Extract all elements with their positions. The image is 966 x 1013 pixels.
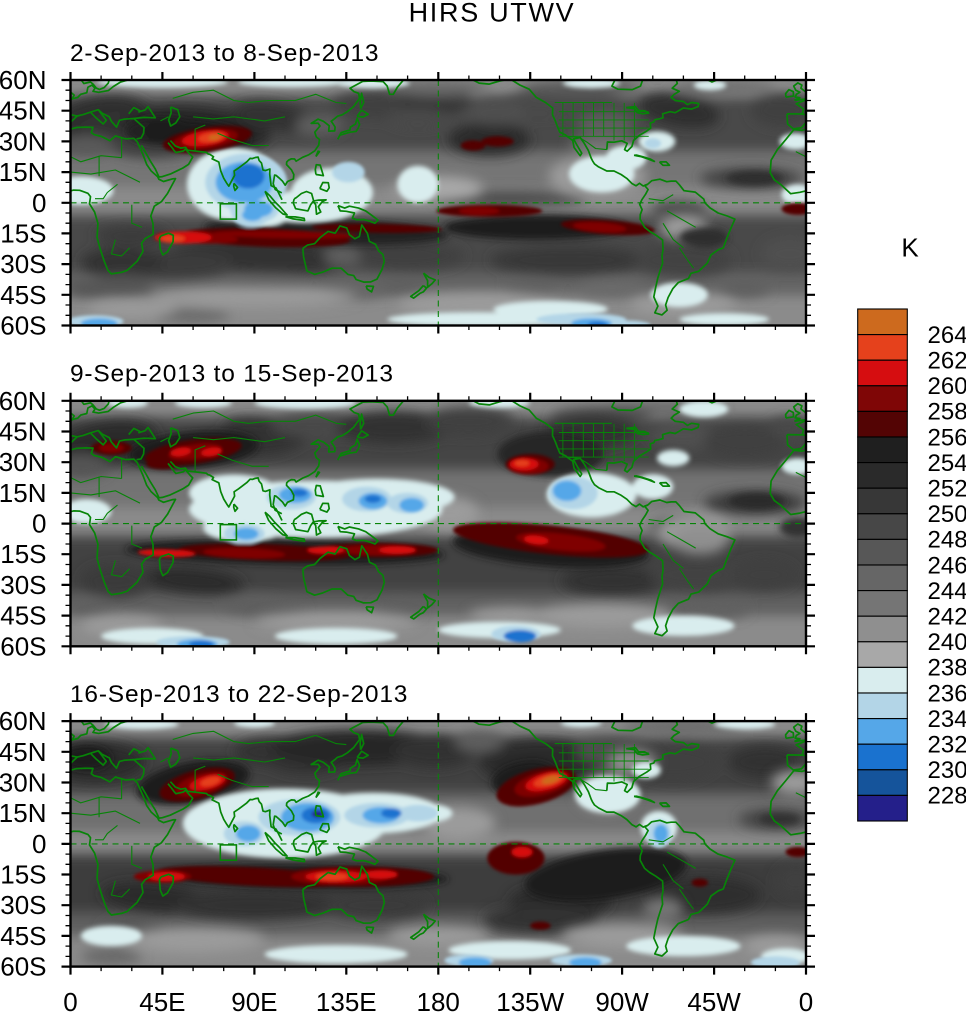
svg-text:2-Sep-2013 to 8-Sep-2013: 2-Sep-2013 to 8-Sep-2013: [70, 40, 379, 67]
svg-text:15N: 15N: [0, 157, 47, 187]
svg-text:135E: 135E: [316, 987, 377, 1013]
svg-text:0: 0: [32, 829, 46, 859]
svg-text:248: 248: [928, 527, 966, 554]
svg-text:180: 180: [417, 987, 460, 1013]
svg-text:228: 228: [928, 783, 966, 810]
svg-text:45S: 45S: [0, 280, 46, 310]
svg-text:0: 0: [32, 188, 46, 218]
svg-text:254: 254: [928, 450, 966, 477]
svg-text:45N: 45N: [0, 96, 47, 126]
svg-text:60N: 60N: [0, 65, 47, 95]
svg-text:16-Sep-2013 to 22-Sep-2013: 16-Sep-2013 to 22-Sep-2013: [70, 681, 408, 708]
svg-text:15N: 15N: [0, 798, 47, 828]
svg-text:0: 0: [799, 987, 813, 1013]
svg-text:45E: 45E: [139, 987, 185, 1013]
svg-text:45W: 45W: [687, 987, 741, 1013]
svg-text:45N: 45N: [0, 737, 47, 767]
svg-text:90W: 90W: [595, 987, 649, 1013]
svg-text:240: 240: [928, 629, 966, 656]
svg-text:15S: 15S: [0, 860, 46, 890]
svg-text:45S: 45S: [0, 601, 46, 631]
svg-text:K: K: [901, 233, 919, 263]
svg-text:15S: 15S: [0, 539, 46, 569]
svg-text:0: 0: [32, 509, 46, 539]
svg-text:256: 256: [928, 424, 966, 451]
svg-text:90E: 90E: [231, 987, 277, 1013]
svg-text:60S: 60S: [0, 952, 46, 982]
svg-text:250: 250: [928, 501, 966, 528]
svg-text:262: 262: [928, 348, 966, 375]
svg-text:30S: 30S: [0, 890, 46, 920]
svg-text:0: 0: [63, 987, 77, 1013]
svg-text:30S: 30S: [0, 570, 46, 600]
svg-text:242: 242: [928, 604, 966, 631]
svg-text:60N: 60N: [0, 386, 47, 416]
svg-text:60S: 60S: [0, 631, 46, 661]
svg-text:30N: 30N: [0, 126, 47, 156]
svg-text:15N: 15N: [0, 478, 47, 508]
svg-text:60S: 60S: [0, 311, 46, 341]
svg-text:232: 232: [928, 732, 966, 759]
svg-text:30N: 30N: [0, 768, 47, 798]
svg-text:246: 246: [928, 552, 966, 579]
svg-text:15S: 15S: [0, 218, 46, 248]
svg-text:258: 258: [928, 399, 966, 426]
svg-text:234: 234: [928, 706, 966, 733]
svg-text:260: 260: [928, 373, 966, 400]
svg-text:60N: 60N: [0, 706, 47, 736]
svg-text:45N: 45N: [0, 417, 47, 447]
svg-text:30N: 30N: [0, 447, 47, 477]
svg-text:230: 230: [928, 757, 966, 784]
svg-text:244: 244: [928, 578, 966, 605]
svg-text:135W: 135W: [496, 987, 564, 1013]
svg-text:252: 252: [928, 476, 966, 503]
svg-text:264: 264: [928, 322, 966, 349]
svg-text:30S: 30S: [0, 249, 46, 279]
svg-text:236: 236: [928, 680, 966, 707]
svg-text:9-Sep-2013 to 15-Sep-2013: 9-Sep-2013 to 15-Sep-2013: [70, 361, 394, 388]
svg-text:45S: 45S: [0, 921, 46, 951]
svg-text:238: 238: [928, 655, 966, 682]
svg-text:HIRS UTWV: HIRS UTWV: [409, 0, 576, 28]
